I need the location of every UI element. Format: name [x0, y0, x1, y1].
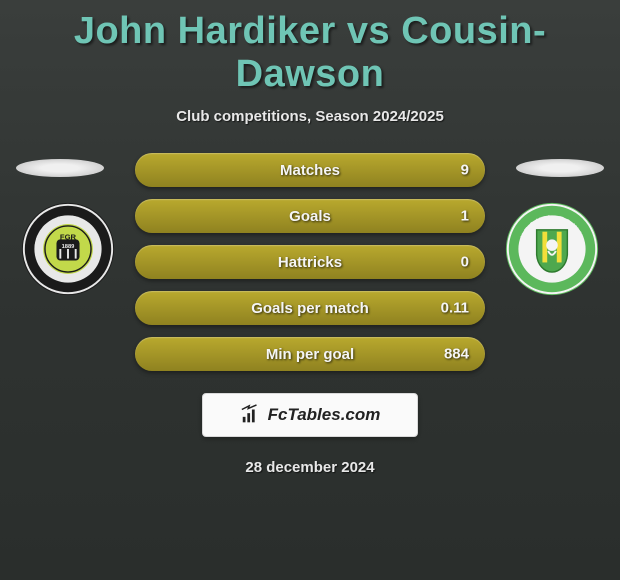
club-crest-left: FOREST GREEN ROVERS FGR 1889	[20, 201, 116, 297]
stat-row-matches: Matches 9	[135, 153, 485, 187]
stat-value-right: 1	[461, 208, 469, 225]
stat-value-right: 0	[461, 254, 469, 271]
stat-row-gpm: Goals per match 0.11	[135, 291, 485, 325]
stats-list: Matches 9 Goals 1 Hattricks 0 Goals per …	[135, 153, 485, 371]
subtitle: Club competitions, Season 2024/2025	[0, 108, 620, 125]
stat-label: Goals	[289, 208, 331, 225]
stat-value-right: 9	[461, 162, 469, 179]
stat-label: Matches	[280, 162, 340, 179]
brand-text: FcTables.com	[268, 405, 381, 425]
crest-left-year: 1889	[62, 244, 75, 250]
stat-value-right: 0.11	[441, 300, 469, 317]
stat-label: Goals per match	[251, 300, 369, 317]
stat-label: Min per goal	[266, 346, 354, 363]
stat-row-hattricks: Hattricks 0	[135, 245, 485, 279]
crest-left-abbr: FGR	[60, 232, 77, 241]
stat-label: Hattricks	[278, 254, 342, 271]
club-crest-right: YEOVIL TOWN ACHIEVE BY UNITY	[504, 201, 600, 297]
stat-row-goals: Goals 1	[135, 199, 485, 233]
brand-box[interactable]: FcTables.com	[202, 393, 418, 437]
shadow-ellipse-right	[516, 159, 604, 177]
page-title: John Hardiker vs Cousin-Dawson	[0, 0, 620, 96]
snapshot-date: 28 december 2024	[0, 459, 620, 476]
stat-value-right: 884	[444, 346, 469, 363]
shadow-ellipse-left	[16, 159, 104, 177]
bar-chart-icon	[240, 404, 262, 426]
stat-row-mpg: Min per goal 884	[135, 337, 485, 371]
comparison-panel: FOREST GREEN ROVERS FGR 1889 YEOVIL TOWN…	[0, 153, 620, 476]
